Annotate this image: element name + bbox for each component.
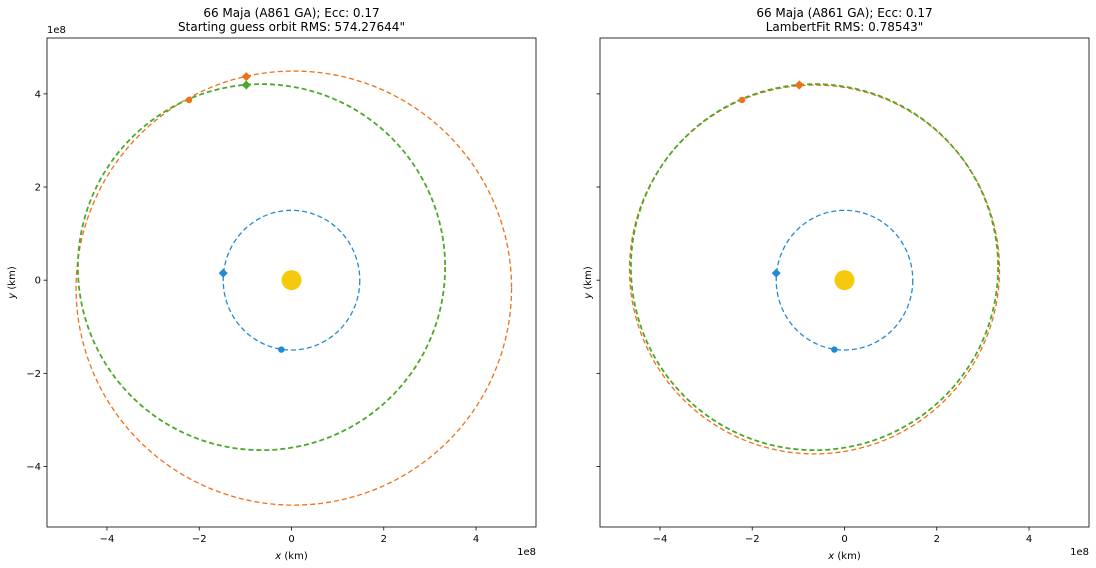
orbit-2 [75,70,513,506]
orbit-3 [630,83,1000,452]
y-tick-label: −4 [26,462,41,473]
chart-subtitle: LambertFit RMS: 0.78543" [766,20,924,34]
chart-subtitle: Starting guess orbit RMS: 574.27644" [178,20,405,34]
y-axis-label: y (km) [583,266,594,300]
circle-marker-2 [831,346,838,353]
x-tick-label: −2 [192,534,207,545]
diamond-marker-1 [771,268,781,278]
chart-title: 66 Maja (A861 GA); Ecc: 0.17 [756,6,932,20]
x-offset-text: 1e8 [517,547,536,558]
orbit-2 [628,84,1001,455]
diamond-marker-3 [241,72,251,82]
x-tick-label: 0 [288,534,294,545]
x-offset-text: 1e8 [1070,547,1089,558]
plot-area [628,80,1001,455]
y-tick-label: 0 [35,276,41,287]
chart-title: 66 Maja (A861 GA); Ecc: 0.17 [203,6,379,20]
plot-area [75,70,513,506]
orbit-1 [222,209,361,351]
y-axis-label: y (km) [7,266,18,300]
x-tick-label: 4 [1026,534,1032,545]
x-tick-label: −4 [100,534,115,545]
x-tick-label: 4 [473,534,479,545]
circle-marker-4 [185,96,193,104]
orbit-3 [77,83,447,452]
y-offset-text: 1e8 [47,25,66,36]
diamond-marker-4 [794,80,804,90]
sun-marker [834,270,855,291]
y-tick-label: −2 [26,369,41,380]
y-tick-label: 4 [35,89,41,100]
diamond-marker-5 [241,80,251,90]
circle-marker-5 [738,96,746,104]
x-axis-label: x (km) [827,551,861,562]
circle-marker-2 [278,346,285,353]
diamond-marker-1 [218,268,228,278]
x-tick-label: 2 [381,534,387,545]
x-tick-label: 2 [934,534,940,545]
x-tick-label: −4 [653,534,668,545]
x-tick-label: −2 [745,534,760,545]
x-tick-label: 0 [841,534,847,545]
sun-marker [281,270,302,291]
x-axis-label: x (km) [274,551,308,562]
y-tick-label: 2 [35,183,41,194]
orbit-1 [775,209,914,351]
